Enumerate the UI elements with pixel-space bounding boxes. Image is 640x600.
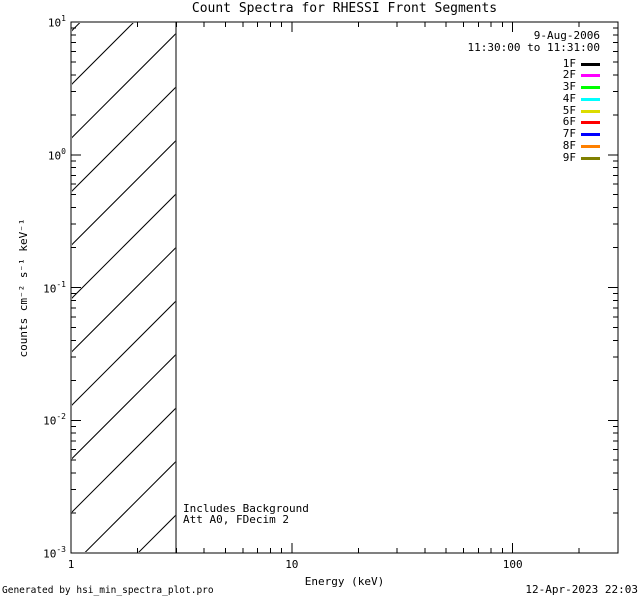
legend-entry-label: 6F bbox=[562, 115, 576, 129]
legend-entry-label: 2F bbox=[562, 68, 576, 82]
legend-time-range: 11:30:00 to 11:31:00 bbox=[467, 41, 600, 54]
footer-timestamp: 12-Apr-2023 22:03 bbox=[525, 583, 638, 596]
x-tick-label: 10 bbox=[285, 558, 299, 571]
legend-entry-color-line bbox=[581, 144, 600, 148]
legend-entry-label: 7F bbox=[562, 127, 576, 140]
y-tick-label: 10-2 bbox=[43, 412, 66, 428]
legend-entry-label: 1F bbox=[562, 56, 576, 70]
footer-generator-text: Generated by hsi_min_spectra_plot.pro bbox=[2, 585, 214, 596]
legend-entry-color-line bbox=[581, 97, 600, 101]
annotation-includes-background: Includes Background bbox=[183, 502, 309, 515]
legend-entry-color-line bbox=[581, 86, 600, 89]
legend-entry-label: 4F bbox=[562, 91, 576, 105]
y-axis-title: counts cm⁻² s⁻¹ keV⁻¹ bbox=[17, 218, 30, 358]
legend-entry-label: 3F bbox=[562, 80, 576, 93]
legend-entry-label: 9F bbox=[562, 150, 576, 164]
legend-entry-color-line bbox=[581, 74, 600, 78]
legend-entry-label: 5F bbox=[562, 103, 576, 117]
legend-entry-color-line bbox=[581, 121, 600, 125]
legend-entry-color-line bbox=[581, 109, 600, 113]
legend-entry-color-line bbox=[581, 62, 600, 66]
x-tick-label: 1 bbox=[67, 558, 75, 571]
y-tick-label: 10-1 bbox=[43, 279, 66, 296]
annotation-attenuator-state: Att A0, FDecim 2 bbox=[183, 513, 289, 526]
x-axis-title: Energy (keV) bbox=[304, 575, 385, 588]
y-tick-label: 100 bbox=[47, 146, 66, 163]
legend-entry-color-line bbox=[581, 133, 600, 136]
legend-entry-color-line bbox=[581, 156, 600, 160]
legend-date: 9-Aug-2006 bbox=[533, 29, 600, 42]
y-tick-label: 101 bbox=[47, 14, 66, 30]
x-tick-label: 100 bbox=[502, 558, 523, 571]
legend-entry-label: 8F bbox=[562, 138, 576, 152]
y-tick-label: 10-3 bbox=[43, 545, 66, 561]
chart-title: Count Spectra for RHESSI Front Segments bbox=[191, 1, 498, 16]
